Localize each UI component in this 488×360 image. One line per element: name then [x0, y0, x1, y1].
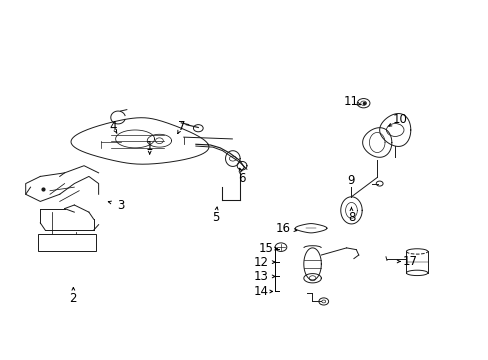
Text: 2: 2 — [69, 292, 77, 305]
Text: 7: 7 — [177, 120, 184, 133]
Text: 15: 15 — [259, 242, 273, 255]
Text: 12: 12 — [253, 256, 268, 269]
Bar — [38, 234, 96, 251]
Text: 17: 17 — [402, 255, 416, 268]
Text: 11: 11 — [343, 95, 358, 108]
Text: 16: 16 — [275, 222, 290, 235]
Text: 3: 3 — [117, 198, 124, 212]
Text: 14: 14 — [253, 285, 268, 298]
Text: 9: 9 — [347, 174, 354, 186]
Text: 1: 1 — [145, 140, 153, 153]
Text: 8: 8 — [347, 211, 354, 224]
Text: 4: 4 — [109, 120, 117, 133]
Text: 10: 10 — [392, 113, 407, 126]
Text: 6: 6 — [238, 172, 245, 185]
Text: 5: 5 — [211, 211, 219, 224]
Text: 13: 13 — [254, 270, 268, 283]
